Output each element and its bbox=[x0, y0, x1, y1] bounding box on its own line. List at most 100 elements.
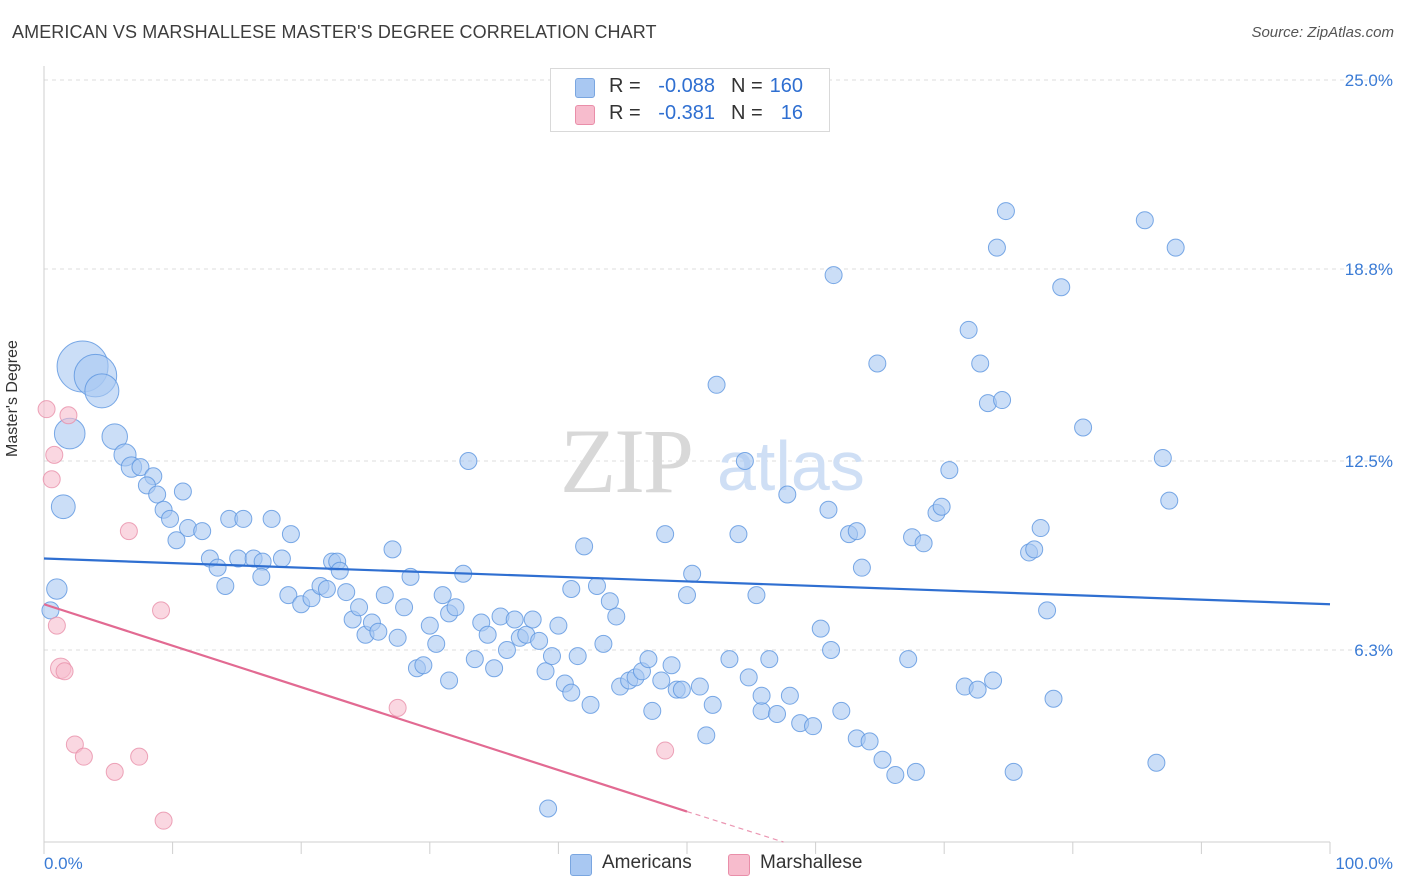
american-point bbox=[1004, 762, 1023, 781]
marshallese-point bbox=[152, 601, 171, 620]
american-point bbox=[161, 509, 180, 528]
american-point bbox=[485, 659, 504, 678]
american-point bbox=[383, 540, 402, 559]
american-point bbox=[1044, 689, 1063, 708]
american-point bbox=[811, 619, 830, 638]
american-point bbox=[262, 509, 281, 528]
chart-title: AMERICAN VS MARSHALLESE MASTER'S DEGREE … bbox=[12, 22, 657, 42]
marshallese-point bbox=[37, 400, 56, 419]
american-point bbox=[530, 631, 549, 650]
r-value: -0.381 bbox=[658, 102, 715, 124]
american-point bbox=[46, 578, 68, 600]
american-point bbox=[252, 567, 271, 586]
american-point bbox=[720, 650, 739, 669]
watermark: ZIP atlas bbox=[560, 410, 865, 512]
legend-swatch-americans bbox=[570, 854, 592, 876]
american-point bbox=[643, 701, 662, 720]
american-point bbox=[440, 671, 459, 690]
american-point bbox=[523, 610, 542, 629]
americans-swatch bbox=[575, 78, 595, 98]
american-point bbox=[804, 717, 823, 736]
american-point bbox=[852, 558, 871, 577]
american-point bbox=[414, 656, 433, 675]
american-point bbox=[971, 354, 990, 373]
marshallese-point bbox=[42, 470, 61, 489]
marshallese-point bbox=[74, 747, 93, 766]
american-point bbox=[1038, 601, 1057, 620]
r-label: R = bbox=[609, 102, 641, 124]
american-point bbox=[662, 656, 681, 675]
r-label: R = bbox=[609, 75, 641, 97]
n-value: 16 bbox=[780, 102, 803, 124]
american-point bbox=[607, 607, 626, 626]
american-point bbox=[350, 598, 369, 617]
american-point bbox=[1025, 540, 1044, 559]
n-label: N = bbox=[731, 75, 763, 97]
american-point bbox=[868, 354, 887, 373]
american-point bbox=[575, 537, 594, 556]
american-point bbox=[302, 589, 321, 608]
american-point bbox=[433, 586, 452, 605]
american-point bbox=[173, 482, 192, 501]
american-point bbox=[639, 650, 658, 669]
marshallese-point bbox=[130, 747, 149, 766]
american-point bbox=[395, 598, 414, 617]
american-point bbox=[505, 610, 524, 629]
y-tick-label: 12.5% bbox=[1345, 452, 1393, 471]
marshallese-point bbox=[47, 616, 66, 635]
american-point bbox=[420, 616, 439, 635]
american-point bbox=[847, 522, 866, 541]
american-point bbox=[778, 485, 797, 504]
american-point bbox=[1160, 491, 1179, 510]
marshallese-point bbox=[388, 698, 407, 717]
american-point bbox=[768, 704, 787, 723]
american-point bbox=[1166, 238, 1185, 257]
american-point bbox=[234, 509, 253, 528]
x-axis bbox=[43, 66, 1331, 854]
american-point bbox=[703, 695, 722, 714]
american-point bbox=[193, 522, 212, 541]
american-point bbox=[1074, 418, 1093, 437]
marshallese-trend-extension bbox=[686, 810, 784, 843]
marshallese-trend-line bbox=[43, 603, 688, 813]
american-point bbox=[690, 677, 709, 696]
american-point bbox=[739, 668, 758, 687]
american-point bbox=[1153, 448, 1172, 467]
y-tick-labels: 6.3% 12.5% 18.8% 25.0% bbox=[1345, 71, 1393, 660]
american-point bbox=[581, 695, 600, 714]
american-point bbox=[562, 683, 581, 702]
american-point bbox=[539, 799, 558, 818]
american-point bbox=[729, 525, 748, 544]
legend-label-americans: Americans bbox=[602, 852, 692, 873]
trend-lines bbox=[43, 557, 1331, 843]
american-point bbox=[678, 586, 696, 605]
americans-points bbox=[41, 202, 1185, 818]
r-value: -0.088 bbox=[658, 75, 715, 97]
american-point bbox=[683, 564, 702, 583]
american-point bbox=[549, 616, 568, 635]
american-point bbox=[959, 320, 978, 339]
american-point bbox=[167, 531, 186, 550]
american-point bbox=[1147, 753, 1166, 772]
american-point bbox=[465, 650, 484, 669]
american-point bbox=[873, 750, 892, 769]
american-point bbox=[330, 561, 349, 580]
american-point bbox=[899, 650, 918, 669]
marshallese-point bbox=[59, 406, 78, 425]
american-point bbox=[101, 423, 128, 450]
marshallese-point bbox=[45, 445, 64, 464]
american-point bbox=[819, 500, 838, 519]
y-tick-label: 6.3% bbox=[1354, 641, 1393, 660]
y-tick-label: 25.0% bbox=[1345, 71, 1393, 90]
american-point bbox=[968, 680, 987, 699]
american-point bbox=[568, 647, 587, 666]
american-point bbox=[752, 701, 771, 720]
american-point bbox=[459, 452, 478, 470]
x-tick-labels: 0.0% 100.0% bbox=[44, 854, 1393, 873]
american-point bbox=[932, 497, 951, 516]
american-point bbox=[281, 525, 300, 544]
marshallese-point bbox=[656, 741, 675, 760]
american-point bbox=[996, 202, 1015, 221]
american-point bbox=[1031, 519, 1050, 538]
american-point bbox=[984, 671, 1003, 690]
